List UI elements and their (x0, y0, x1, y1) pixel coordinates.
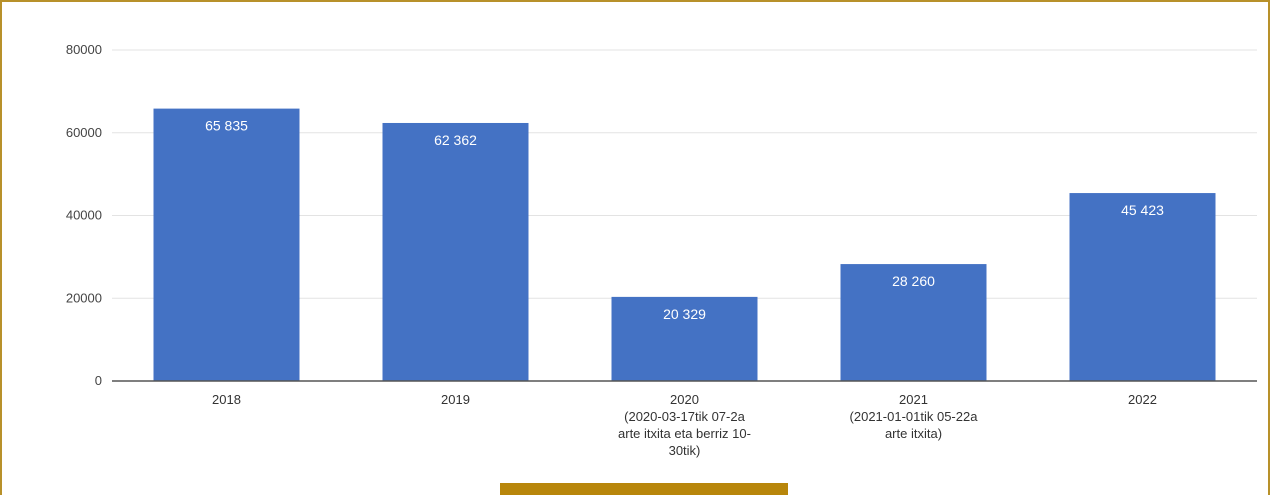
x-tick-label-line: 2018 (212, 392, 241, 407)
x-tick-label-line: arte itxita eta berriz 10- (618, 426, 751, 441)
y-tick-label: 60000 (66, 125, 102, 140)
x-tick-label: 2021 (2021-01-01tik 05-22a arte itxita) (850, 392, 979, 441)
bar (840, 264, 987, 381)
x-tick-label-line: 2021 (899, 392, 928, 407)
y-tick-label: 40000 (66, 208, 102, 223)
x-tick-label-line: 2020 (670, 392, 699, 407)
x-tick-label-line: 2022 (1128, 392, 1157, 407)
y-tick-label: 80000 (66, 42, 102, 57)
bar (153, 108, 300, 381)
y-tick-label: 20000 (66, 290, 102, 305)
bar (611, 296, 758, 381)
bar (382, 122, 529, 381)
x-tick-label-line: arte itxita) (885, 426, 942, 441)
x-tick-label: 2019 (441, 392, 470, 407)
x-tick-label-line: 2019 (441, 392, 470, 407)
footer-accent-bar (500, 483, 788, 495)
x-tick-label: 2022 (1128, 392, 1157, 407)
x-tick-label-line: (2021-01-01tik 05-22a (850, 409, 979, 424)
x-tick-label: 2020 (2020-03-17tik 07-2a arte itxita eta … (618, 392, 751, 458)
data-label: 45 423 (1121, 202, 1164, 218)
x-tick-label: 2018 (212, 392, 241, 407)
data-label: 62 362 (434, 132, 477, 148)
x-tick-label-line: (2020-03-17tik 07-2a (624, 409, 745, 424)
data-label: 65 835 (205, 118, 248, 134)
bar (1069, 193, 1216, 381)
x-tick-label-line: 30tik) (669, 443, 701, 458)
y-tick-label: 0 (95, 373, 102, 388)
data-label: 28 260 (892, 273, 935, 289)
data-label: 20 329 (663, 306, 706, 322)
